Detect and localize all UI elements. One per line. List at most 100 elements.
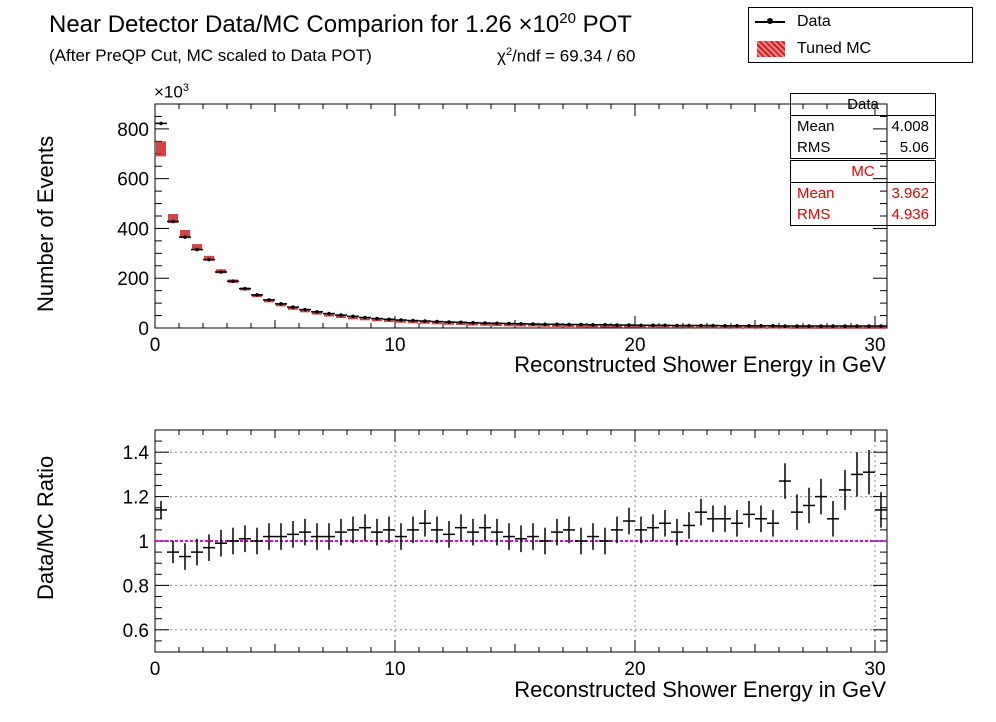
top-y-tick-label: 400 <box>117 219 149 240</box>
stats-mc-mean-label: Mean <box>797 185 835 202</box>
chart-subtitle: (After PreQP Cut, MC scaled to Data POT) <box>49 46 372 65</box>
data-marker <box>291 305 295 309</box>
data-marker <box>555 322 559 327</box>
data-marker <box>267 298 271 302</box>
data-marker <box>171 219 175 224</box>
bottom-y-tick-label: 1 <box>138 532 149 553</box>
data-marker <box>435 319 439 324</box>
bottom-y-tick-label: 0.8 <box>123 576 149 597</box>
bottom-y-tick-label: 1.4 <box>123 443 150 464</box>
stats-mc-title: MC <box>791 161 935 183</box>
mc-band <box>168 214 178 223</box>
data-marker <box>795 324 799 328</box>
data-marker <box>315 310 319 314</box>
data-marker <box>459 320 463 325</box>
stats-data-rms-value: 5.06 <box>899 139 929 156</box>
data-marker <box>771 323 775 328</box>
data-marker <box>639 323 643 328</box>
y-multiplier: ×103 <box>154 82 189 103</box>
data-marker <box>843 324 847 328</box>
data-marker <box>495 321 499 326</box>
chi2-symbol: χ <box>497 46 506 66</box>
data-marker <box>447 320 451 324</box>
chart-title: Near Detector Data/MC Comparion for 1.26… <box>49 10 632 39</box>
bottom-x-axis-title: Reconstructed Shower Energy in GeV <box>514 677 886 702</box>
data-marker <box>567 322 571 327</box>
data-marker <box>807 324 811 328</box>
data-marker <box>783 324 787 328</box>
data-marker <box>411 318 415 323</box>
chi2-sup: 2 <box>505 46 513 58</box>
stats-data-mean: Mean 4.008 <box>791 116 935 137</box>
top-y-tick-label: 200 <box>117 269 149 290</box>
stats-data-mean-value: 4.008 <box>891 118 929 135</box>
stats-data-mean-label: Mean <box>797 118 835 135</box>
mc-band <box>180 229 190 237</box>
stats-mc-mean: Mean 3.962 <box>791 183 935 204</box>
top-y-tick-label: 600 <box>117 170 149 191</box>
top-x-tick-label: 30 <box>864 335 885 356</box>
data-marker <box>387 317 391 322</box>
data-marker <box>699 323 703 328</box>
legend-item-data: Data <box>749 9 972 35</box>
data-marker <box>375 316 379 321</box>
data-marker <box>423 319 427 323</box>
top-y-tick-label: 800 <box>117 120 149 141</box>
data-marker <box>195 247 199 252</box>
stats-data-rms: RMS 5.06 <box>791 137 935 158</box>
data-marker <box>543 322 547 327</box>
bottom-x-tick-label: 0 <box>150 659 161 680</box>
data-marker <box>879 324 883 328</box>
data-marker <box>651 323 655 328</box>
data-marker <box>351 314 355 319</box>
data-marker <box>483 321 487 325</box>
data-marker <box>207 257 211 262</box>
data-marker <box>519 321 523 326</box>
data-marker <box>711 323 715 328</box>
stats-mc-mean-value: 3.962 <box>891 185 929 202</box>
data-marker <box>579 322 583 327</box>
stats-mc-rms-label: RMS <box>797 206 831 223</box>
data-marker <box>231 279 235 284</box>
stats-data-rms-label: RMS <box>797 139 831 156</box>
data-marker <box>867 324 871 328</box>
chi2-label: χ2/ndf = 69.34 / 60 <box>497 46 635 67</box>
title-main: Near Detector Data/MC Comparion for 1.26… <box>49 11 560 38</box>
bottom-x-tick-label: 20 <box>624 659 645 680</box>
chi2-text: /ndf = 69.34 / 60 <box>512 46 636 66</box>
data-marker-icon <box>755 18 785 24</box>
mc-band-icon <box>757 41 785 57</box>
stats-mc-rms-value: 4.936 <box>891 206 929 223</box>
data-marker <box>747 323 751 328</box>
mc-band <box>156 141 166 157</box>
data-marker <box>735 323 739 328</box>
data-marker <box>471 320 475 325</box>
bottom-x-tick-label: 30 <box>864 659 885 680</box>
top-x-tick-label: 10 <box>384 335 405 356</box>
bottom-y-tick-label: 1.2 <box>123 488 149 509</box>
data-marker <box>819 324 823 328</box>
top-x-tick-label: 0 <box>150 335 161 356</box>
y-multiplier-base: ×10 <box>154 82 183 102</box>
y-multiplier-exp: 3 <box>182 82 189 94</box>
data-marker <box>663 323 667 328</box>
bottom-y-tick-label: 0.6 <box>123 621 149 642</box>
data-marker <box>687 323 691 328</box>
data-marker <box>339 313 343 317</box>
bottom-x-tick-label: 10 <box>384 659 405 680</box>
title-tail: POT <box>575 11 632 38</box>
data-marker <box>159 121 163 126</box>
data-marker <box>255 293 259 297</box>
stats-mc-rms: RMS 4.936 <box>791 204 935 225</box>
legend: Data Tuned MC <box>748 7 973 63</box>
title-exponent: 20 <box>559 10 576 27</box>
data-marker <box>303 307 307 312</box>
data-marker <box>675 323 679 328</box>
data-marker <box>183 235 187 239</box>
data-marker <box>723 323 727 328</box>
top-x-tick-label: 20 <box>624 335 645 356</box>
data-marker <box>831 324 835 328</box>
data-marker <box>591 322 595 327</box>
top-y-tick-label: 0 <box>138 319 149 340</box>
